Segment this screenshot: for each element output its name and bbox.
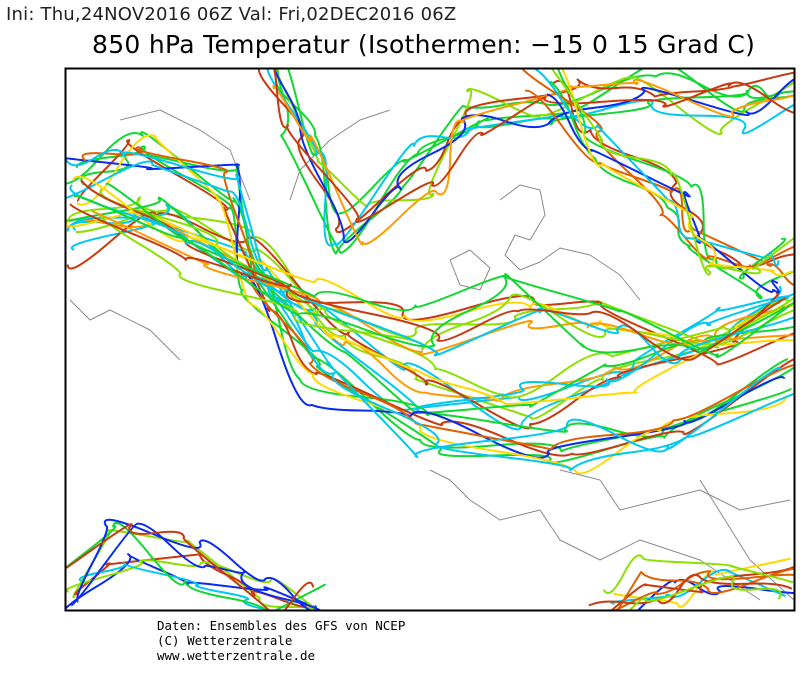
ensemble-member-isotherm xyxy=(588,573,793,607)
ensemble-member-isotherm xyxy=(73,195,794,358)
ensemble-member-isotherm xyxy=(273,69,794,244)
ensemble-member-isotherm xyxy=(105,182,785,355)
ensemble-member-isotherm xyxy=(272,78,794,246)
ensemble-member-isotherm xyxy=(557,69,787,280)
ensemble-member-isotherm xyxy=(76,145,794,464)
ensemble-member-isotherm xyxy=(266,69,794,247)
map-frame xyxy=(64,67,796,612)
init-valid-time: Ini: Thu,24NOV2016 06Z Val: Fri,02DEC201… xyxy=(6,4,457,25)
ensemble-member-isotherm xyxy=(602,554,794,594)
ensemble-member-isotherm xyxy=(273,69,794,223)
ensemble-member-isotherm xyxy=(66,211,780,430)
ensemble-member-isotherm xyxy=(70,522,322,610)
chart-title: 850 hPa Temperatur (Isothermen: −15 0 15… xyxy=(92,30,756,59)
credit-source: Daten: Ensembles des GFS von NCEP xyxy=(157,618,406,633)
credit-url[interactable]: www.wetterzentrale.de xyxy=(157,648,316,663)
ensemble-member-isotherm xyxy=(72,175,794,347)
ensemble-member-isotherm xyxy=(66,523,315,610)
ensemble-member-isotherm xyxy=(69,184,794,365)
ensemble-member-isotherm xyxy=(274,72,783,255)
ensemble-member-isotherm xyxy=(550,69,794,276)
ensemble-member-isotherm xyxy=(69,203,787,361)
isotherm-lines xyxy=(66,69,794,610)
ensemble-member-isotherm xyxy=(610,565,794,610)
ensemble-member-isotherm xyxy=(66,160,781,459)
ensemble-member-isotherm xyxy=(276,69,794,255)
ensemble-member-isotherm xyxy=(561,69,794,277)
ensemble-member-isotherm xyxy=(66,148,794,472)
ensemble-member-isotherm xyxy=(66,559,325,610)
ensemble-member-isotherm xyxy=(66,521,327,610)
ensemble-member-isotherm xyxy=(80,179,794,366)
ensemble-member-isotherm xyxy=(72,529,319,610)
data-credits: Daten: Ensembles des GFS von NCEP (C) We… xyxy=(157,618,405,663)
credit-copyright: (C) Wetterzentrale xyxy=(157,633,293,648)
coastlines xyxy=(69,109,794,601)
ensemble-member-isotherm xyxy=(274,69,794,208)
ensemble-member-isotherm xyxy=(70,216,790,431)
ensemble-member-isotherm xyxy=(628,575,782,610)
ensemble-member-isotherm xyxy=(81,146,794,451)
ensemble-member-isotherm xyxy=(521,69,780,267)
